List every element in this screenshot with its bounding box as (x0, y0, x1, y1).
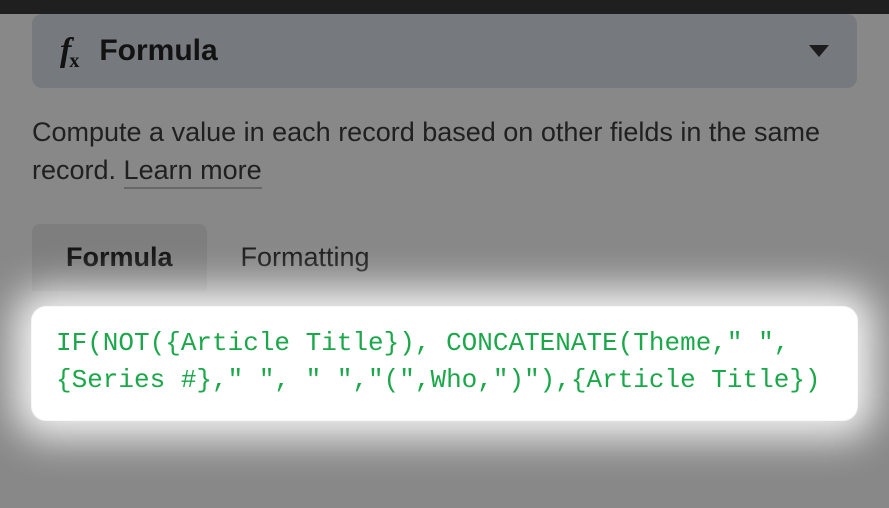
formula-editor[interactable]: IF(NOT({Article Title}), CONCATENATE(The… (32, 307, 857, 420)
formula-editor-wrap: IF(NOT({Article Title}), CONCATENATE(The… (32, 307, 857, 420)
tab-formatting[interactable]: Formatting (207, 224, 404, 291)
chevron-down-icon (809, 45, 829, 57)
learn-more-link[interactable]: Learn more (124, 155, 262, 189)
field-type-selector[interactable]: fx Formula (32, 14, 857, 88)
field-config-panel: fx Formula Compute a value in each recor… (0, 14, 889, 508)
formula-icon: fx (60, 32, 81, 70)
formula-icon-x: x (69, 50, 79, 72)
helper-text: Compute a value in each record based on … (32, 114, 857, 190)
tab-formula[interactable]: Formula (32, 224, 207, 291)
field-type-left: fx Formula (60, 32, 218, 70)
field-type-label: Formula (99, 34, 217, 68)
tabs: Formula Formatting (32, 224, 857, 291)
formula-code[interactable]: IF(NOT({Article Title}), CONCATENATE(The… (56, 325, 833, 400)
